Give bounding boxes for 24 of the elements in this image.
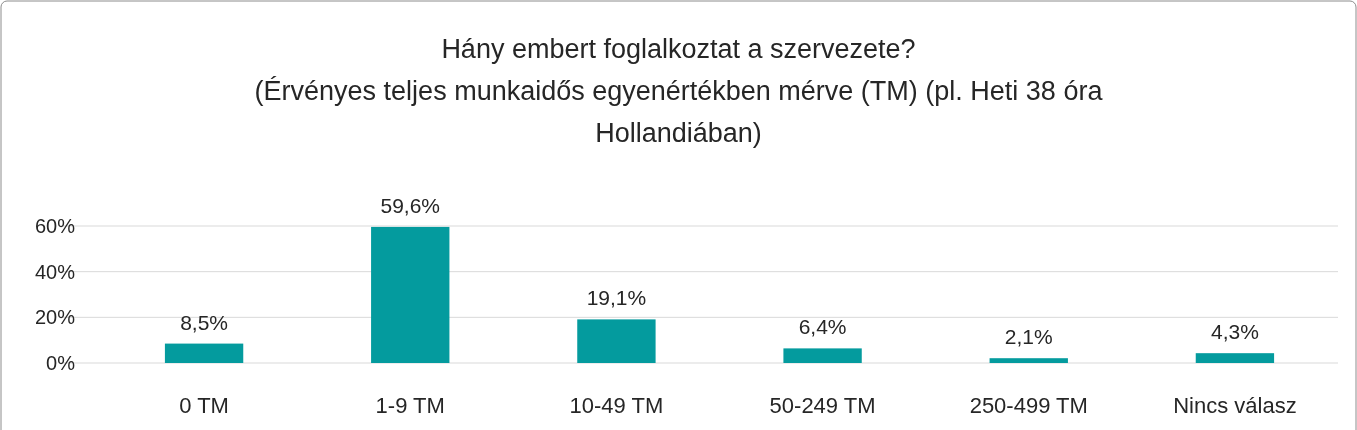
- data-label: 19,1%: [586, 286, 647, 310]
- data-label: 8,5%: [180, 310, 229, 334]
- x-tick-label: 250-499 TM: [969, 393, 1088, 418]
- data-label: 4,3%: [1210, 320, 1259, 344]
- bar: [783, 348, 862, 363]
- bar: [371, 226, 450, 363]
- data-label: 6,4%: [798, 315, 847, 339]
- bar: [577, 319, 656, 363]
- chart-subtitle: (Érvényes teljes munkaidős egyenértékben mérve (TM) (pl. Heti 38 óra Hollandiában): [254, 76, 1104, 148]
- x-tick-label: 1-9 TM: [375, 393, 445, 418]
- y-tick-label: 60%: [34, 215, 76, 237]
- x-tick-label: 0 TM: [179, 393, 229, 418]
- chart-title: Hány embert foglalkoztat a szervezete?: [441, 34, 916, 64]
- bar: [1195, 353, 1275, 363]
- y-tick-label: 20%: [34, 306, 76, 329]
- x-tick-label: 50-249 TM: [769, 393, 876, 418]
- y-tick-label: 0%: [46, 352, 76, 374]
- bar: [989, 358, 1068, 363]
- x-tick-label: 10-49 TM: [569, 393, 664, 418]
- data-label: 2,1%: [1004, 325, 1053, 349]
- data-label: 59,6%: [380, 193, 441, 217]
- bar: [164, 343, 244, 363]
- x-tick-label: Nincs válasz: [1173, 393, 1297, 418]
- y-tick-label: 40%: [34, 260, 76, 283]
